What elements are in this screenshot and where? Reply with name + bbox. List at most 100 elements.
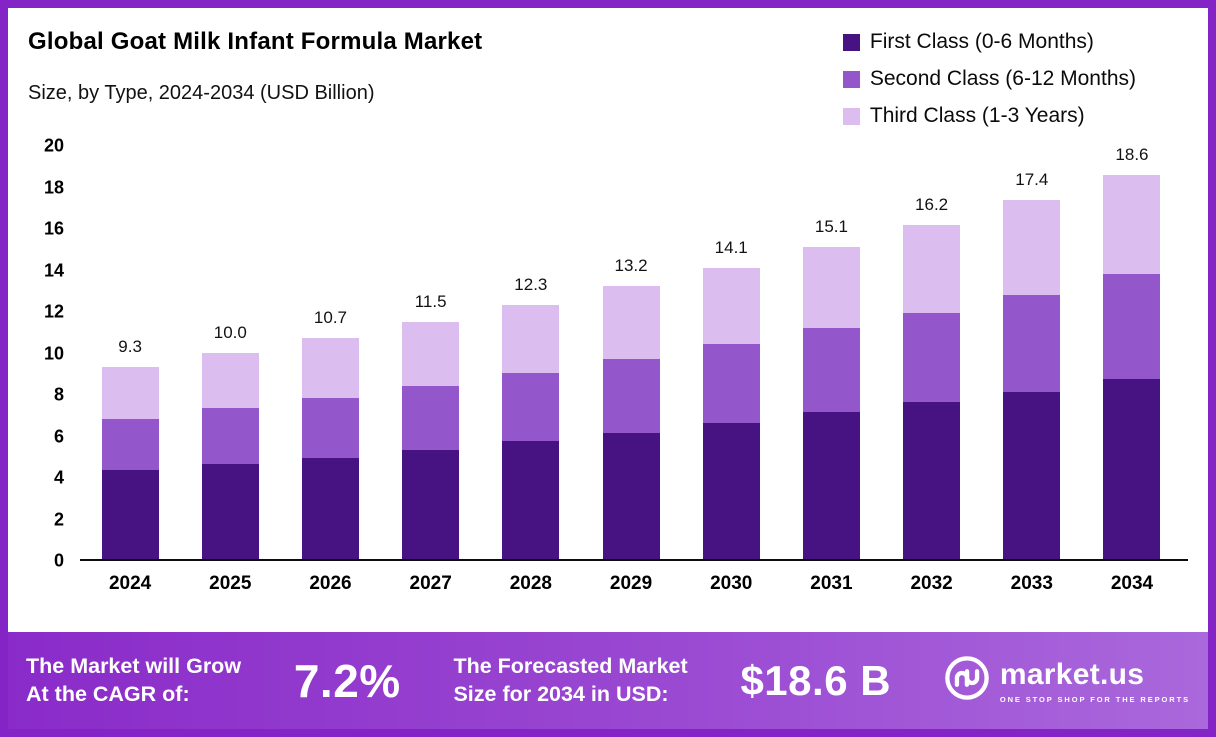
forecast-caption-line2: Size for 2034 in USD: <box>453 681 669 706</box>
bar-group: 10.7 <box>280 146 380 559</box>
bar-segment <box>903 313 961 403</box>
bar-segment <box>702 422 760 559</box>
y-axis-tick-label: 10 <box>43 343 64 363</box>
bar-segment <box>201 408 259 465</box>
market-us-logo-icon <box>944 655 990 706</box>
y-axis-tick-label: 18 <box>43 177 64 197</box>
bar-segment <box>602 358 660 434</box>
bar-total-label: 13.2 <box>614 256 648 276</box>
bar-total-label: 17.4 <box>1015 169 1049 189</box>
bar-total-label: 16.2 <box>915 194 949 214</box>
bar-group: 14.1 <box>681 146 781 559</box>
chart-header: Global Goat Milk Infant Formula Market S… <box>22 22 1188 144</box>
bar-segment <box>802 247 860 328</box>
bar-stack <box>1003 199 1061 559</box>
cagr-caption-line1: The Market will Grow <box>26 653 242 678</box>
bar-group: 17.4 <box>982 146 1082 559</box>
x-axis-label: 2024 <box>108 573 152 594</box>
legend-label: Second Class (6-12 Months) <box>869 67 1136 90</box>
bar-total-label: 11.5 <box>414 291 447 311</box>
legend: First Class (0-6 Months) Second Class (6-… <box>842 30 1136 128</box>
bar-stack <box>402 321 460 559</box>
cagr-caption-line2: At the CAGR of: <box>26 681 190 706</box>
y-axis-tick-label: 20 <box>43 135 64 156</box>
forecast-value: $18.6 B <box>740 656 892 704</box>
bar-segment <box>903 402 961 559</box>
bar-group: 15.1 <box>781 146 881 559</box>
bar-segment <box>402 321 460 386</box>
bar-group: 18.6 <box>1082 144 1182 559</box>
forecast-caption-line1: The Forecasted Market <box>453 653 688 678</box>
x-axis-label: 2031 <box>810 573 853 594</box>
legend-swatch-icon <box>842 33 860 51</box>
legend-label: Third Class (1-3 Years) <box>869 104 1085 127</box>
bar-segment <box>1003 199 1061 295</box>
bar-stack <box>602 286 660 559</box>
bar-stack <box>301 338 359 559</box>
bar-segment <box>802 327 860 413</box>
y-axis: 0 2 4 6 8 10 12 14 16 18 20 <box>22 136 80 571</box>
legend-swatch-icon <box>842 70 860 88</box>
bar-stack <box>702 267 760 559</box>
x-axis-label: 2025 <box>209 573 252 594</box>
chart-body: 0 2 4 6 8 10 12 14 16 18 20 9.3 10.0 10.7 11.5 12.3 13.… <box>22 136 1188 571</box>
y-axis-tick-label: 16 <box>43 218 64 239</box>
title-block: Global Goat Milk Infant Formula Market S… <box>28 28 482 105</box>
y-axis-tick-label: 14 <box>43 260 64 280</box>
bar-total-label: 14.1 <box>714 237 748 257</box>
x-axis-label: 2026 <box>309 573 352 594</box>
y-axis-tick-label: 2 <box>53 509 64 529</box>
bar-segment <box>602 433 660 559</box>
bar-stack <box>101 366 159 559</box>
chart-card: Global Goat Milk Infant Formula Market S… <box>8 8 1208 632</box>
cagr-value: 7.2% <box>293 654 401 707</box>
bar-group: 13.2 <box>581 146 681 559</box>
y-axis-tick-label: 8 <box>53 384 64 405</box>
plot-area: 9.3 10.0 10.7 11.5 12.3 13.2 14.1 15.1 16.2 17.4 1… <box>80 144 1188 561</box>
bar-group: 16.2 <box>882 146 982 559</box>
bar-total-label: 10.0 <box>213 322 247 342</box>
bar-segment <box>201 352 259 409</box>
bar-segment <box>101 418 159 471</box>
bar-segment <box>1103 379 1161 559</box>
bar-segment <box>502 441 560 559</box>
cagr-caption: The Market will Grow At the CAGR of: <box>26 653 241 709</box>
bar-segment <box>402 449 460 559</box>
bar-segment <box>1103 274 1161 380</box>
x-axis-label: 2032 <box>910 573 953 594</box>
chart-subtitle: Size, by Type, 2024-2034 (USD Billion) <box>28 82 375 104</box>
bar-segment <box>301 338 359 398</box>
legend-item: Second Class (6-12 Months) <box>842 67 1136 91</box>
legend-swatch-icon <box>842 107 860 125</box>
bar-stack <box>903 224 961 559</box>
y-axis-tick-label: 0 <box>53 550 64 571</box>
bar-stack <box>1103 174 1161 559</box>
bar-segment <box>301 457 359 559</box>
x-axis-label: 2030 <box>710 573 753 594</box>
y-axis-tick-label: 6 <box>53 426 64 446</box>
x-axis: 2024 2025 2026 2027 2028 2029 2030 2031 2032 2033… <box>80 561 1188 595</box>
bar-segment <box>201 464 259 559</box>
market-us-logo: market.us ONE STOP SHOP FOR THE REPORTS <box>944 655 1190 706</box>
bar-segment <box>1003 391 1061 559</box>
brand-tagline: ONE STOP SHOP FOR THE REPORTS <box>999 694 1190 704</box>
bar-stack <box>201 352 259 559</box>
bar-group: 10.0 <box>180 146 280 559</box>
bar-stack <box>502 305 560 559</box>
bar-segment <box>702 267 760 345</box>
bar-group: 12.3 <box>481 146 581 559</box>
bar-segment <box>502 305 560 374</box>
bar-total-label: 18.6 <box>1115 144 1149 164</box>
legend-item: Third Class (1-3 Years) <box>842 104 1136 128</box>
bar-segment <box>502 373 560 442</box>
bar-segment <box>101 366 159 419</box>
y-axis-tick-label: 12 <box>43 301 64 322</box>
bar-segment <box>101 470 159 559</box>
bar-group: 11.5 <box>381 146 481 559</box>
bar-stack <box>802 247 860 559</box>
x-axis-label: 2027 <box>409 573 452 594</box>
page-title: Global Goat Milk Infant Formula Market <box>28 28 483 55</box>
bar-group: 9.3 <box>80 146 180 559</box>
x-axis-label: 2028 <box>509 573 552 594</box>
